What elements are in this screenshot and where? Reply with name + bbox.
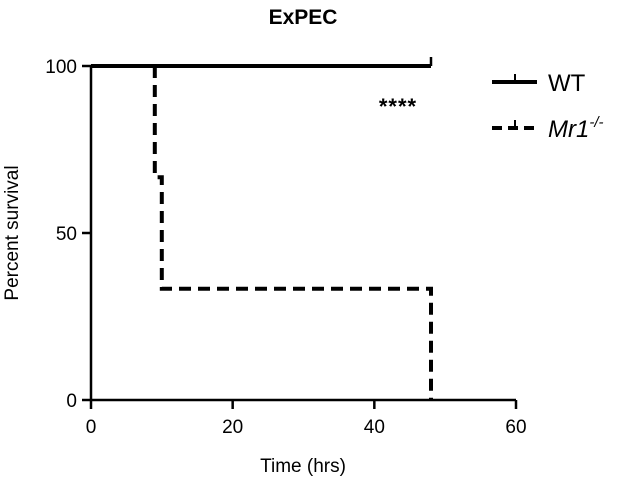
x-tick-label: 0 — [86, 417, 97, 438]
legend-label-wt: WT — [548, 70, 586, 97]
x-tick-label: 40 — [364, 417, 385, 438]
y-tick-label: 100 — [45, 57, 77, 78]
series-layer — [91, 57, 433, 400]
chart-title: ExPEC — [269, 6, 338, 29]
y-axis-ticks: 0 50 100 — [45, 57, 91, 412]
legend: WT Mr1-/- — [492, 70, 604, 143]
x-axis-label: Time (hrs) — [260, 456, 346, 477]
series-line-mr1 — [152, 66, 433, 400]
y-axis-label: Percent survival — [2, 165, 23, 300]
y-tick-label: 50 — [56, 224, 77, 245]
x-tick-label: 20 — [222, 417, 243, 438]
legend-label-mr1: Mr1-/- — [548, 114, 604, 143]
significance-annotation: **** — [379, 94, 417, 119]
x-axis-ticks: 0 20 40 60 — [86, 400, 527, 438]
legend-item-mr1: Mr1-/- — [492, 114, 604, 143]
x-tick-label: 60 — [505, 417, 526, 438]
y-tick-label: 0 — [66, 391, 77, 412]
legend-item-wt: WT — [492, 70, 586, 97]
